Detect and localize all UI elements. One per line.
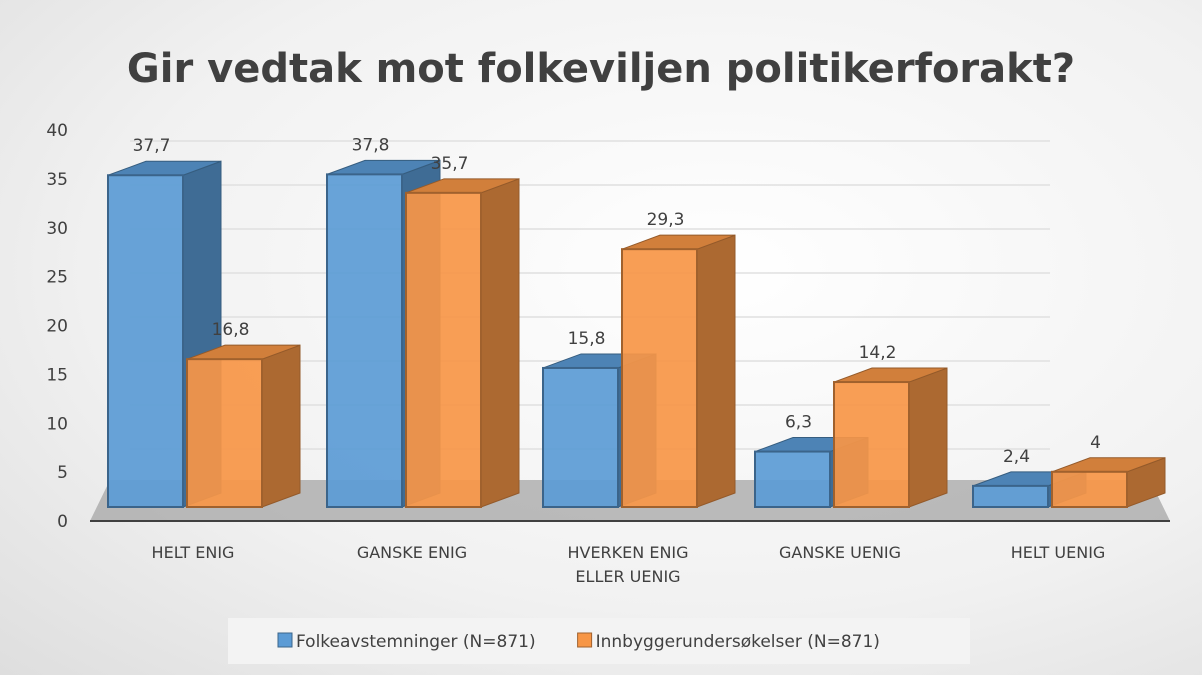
bar-front	[326, 173, 403, 509]
legend-swatch	[577, 632, 593, 648]
x-tick-label: HELT ENIG	[151, 543, 235, 562]
bar-front	[621, 248, 698, 508]
data-label: 16,8	[212, 320, 250, 340]
bar	[833, 367, 948, 509]
bar-front	[405, 191, 482, 508]
y-tick-label: 20	[46, 317, 68, 337]
data-label: 14,2	[859, 343, 897, 363]
y-tick-label: 0	[57, 512, 68, 532]
data-label: 29,3	[647, 210, 685, 230]
x-tick-label: GANSKE UENIG	[778, 543, 902, 562]
bar-front	[972, 484, 1049, 509]
x-tick-label: HELT UENIG	[1010, 543, 1106, 562]
x-tick-label: GANSKE ENIG	[356, 543, 468, 562]
data-label: 37,7	[133, 136, 171, 156]
y-tick-label: 15	[46, 365, 68, 385]
bar-side	[908, 367, 948, 508]
y-tick-label: 5	[57, 463, 68, 483]
bar	[186, 344, 301, 508]
bar-front	[107, 174, 184, 509]
legend-label: Folkeavstemninger (N=871)	[296, 632, 536, 652]
data-label: 4	[1090, 433, 1101, 453]
data-label: 35,7	[431, 154, 469, 174]
legend-box	[228, 618, 970, 664]
bar-side	[261, 344, 301, 508]
data-label: 6,3	[785, 413, 812, 433]
bar-front	[186, 358, 263, 508]
legend-swatch	[277, 632, 293, 648]
legend-label: Innbyggerundersøkelser (N=871)	[596, 632, 880, 652]
bar	[405, 178, 520, 508]
data-label: 2,4	[1003, 447, 1030, 467]
bar-front	[542, 366, 619, 508]
bar	[621, 234, 736, 508]
y-tick-label: 30	[46, 219, 68, 239]
y-tick-label: 40	[46, 121, 68, 141]
bar-side	[696, 234, 736, 508]
x-tick-label: HVERKEN ENIG ELLER UENIG	[567, 543, 689, 586]
chart-title: Gir vedtak mot folkeviljen politikerfora…	[127, 46, 1075, 92]
bar-front	[754, 450, 831, 508]
bar-side	[480, 178, 520, 508]
data-label: 15,8	[568, 329, 606, 349]
y-tick-label: 25	[46, 268, 68, 288]
bar	[1051, 457, 1166, 508]
y-tick-label: 10	[46, 414, 68, 434]
y-tick-label: 35	[46, 170, 68, 190]
data-label: 37,8	[352, 135, 390, 155]
bar-front	[1051, 470, 1128, 508]
bar-front	[833, 381, 910, 509]
